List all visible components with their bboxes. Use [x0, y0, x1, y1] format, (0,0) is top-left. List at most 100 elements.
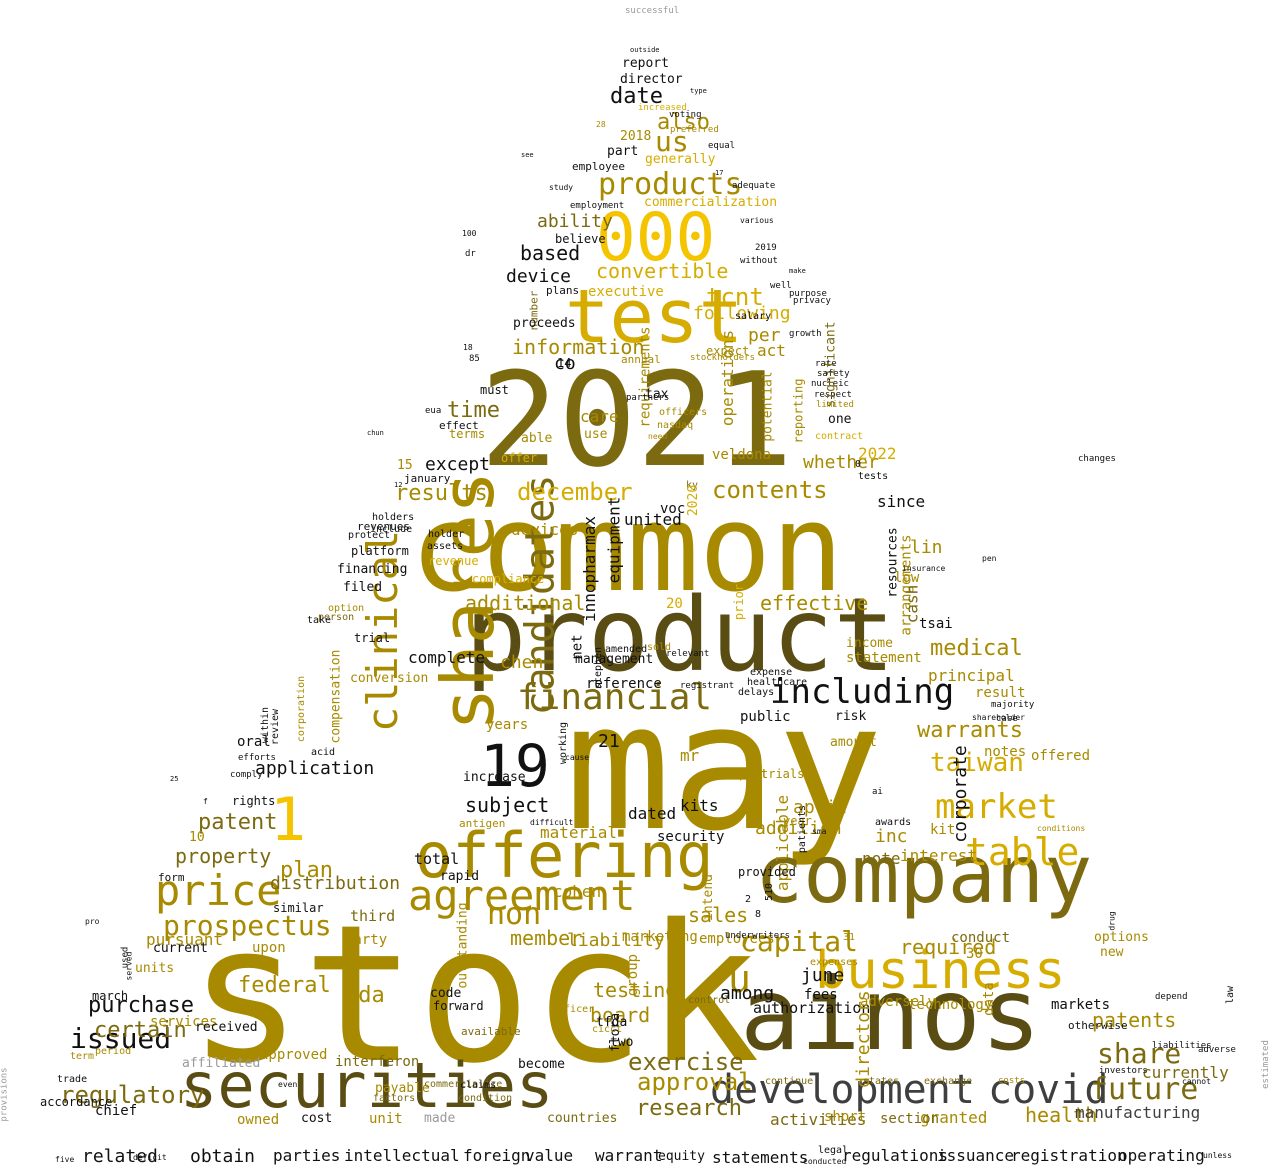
word-247: net: [569, 634, 586, 660]
word-212: period: [95, 1046, 132, 1057]
word-42: also: [657, 110, 710, 135]
word-224: made: [424, 1111, 456, 1126]
word-14: development: [710, 1067, 975, 1113]
word-222: owned: [237, 1112, 280, 1128]
word-70: related: [82, 1146, 158, 1167]
word-80: issuance: [937, 1146, 1015, 1165]
word-98: voting: [669, 110, 702, 120]
word-1: may: [565, 665, 883, 870]
word-205: upon: [252, 940, 286, 956]
word-160: co: [554, 353, 576, 374]
word-163: holders: [372, 512, 415, 523]
word-99: increased: [638, 103, 687, 113]
word-133: requirements: [637, 326, 654, 428]
word-303: group: [625, 953, 642, 997]
word-307: cicct: [592, 1024, 623, 1035]
word-275: trials: [761, 767, 805, 781]
word-197: application: [255, 758, 375, 779]
word-351: registrant: [680, 681, 735, 691]
word-174: devices: [511, 520, 579, 539]
word-45: warrants: [917, 718, 1023, 743]
word-338: used: [120, 946, 131, 969]
word-50: certain: [94, 1018, 187, 1043]
word-108: believe: [555, 232, 606, 246]
word-6: ainos: [740, 956, 1042, 1073]
word-300: offered: [1031, 748, 1091, 764]
word-202: similar: [273, 901, 324, 915]
word-8: securities: [180, 1049, 554, 1122]
word-179: equipment: [604, 496, 624, 584]
word-215: accordance: [40, 1095, 113, 1109]
word-33: approval: [637, 1068, 753, 1096]
word-329: 14: [557, 356, 572, 370]
word-308: granted: [920, 1108, 988, 1127]
word-122: rate: [815, 359, 837, 369]
word-143: since: [877, 492, 926, 511]
word-27: capital: [740, 925, 859, 958]
word-280: kit: [930, 822, 956, 838]
word-302: control: [688, 995, 731, 1006]
word-175: 20: [666, 596, 683, 612]
word-52: patent: [198, 810, 278, 835]
word-31: issued: [70, 1022, 172, 1055]
word-104: generally: [645, 152, 716, 167]
word-11: offering: [415, 819, 714, 892]
word-284: statement: [846, 650, 922, 666]
word-63: board: [590, 1003, 651, 1027]
word-156: january: [404, 472, 451, 485]
word-297: new: [1100, 945, 1124, 960]
word-116: well: [770, 281, 792, 291]
word-148: must: [480, 383, 509, 397]
word-55: time: [447, 398, 500, 423]
word-172: revenue: [428, 554, 479, 568]
word-115: act: [757, 341, 786, 360]
word-114: per: [748, 325, 781, 346]
word-84: conducted: [803, 1157, 847, 1166]
word-253: kits: [680, 796, 719, 815]
word-339: comply: [230, 770, 263, 780]
word-326: 12: [394, 481, 403, 489]
word-213: term: [70, 1051, 95, 1062]
word-15: covid: [988, 1067, 1109, 1113]
word-332: 100: [462, 229, 477, 238]
word-350: relevant: [666, 649, 710, 659]
word-245: reference: [586, 676, 662, 692]
word-240: total: [414, 850, 460, 868]
word-191: complete: [408, 648, 486, 667]
word-221: unit: [369, 1111, 403, 1127]
word-355: expense: [750, 667, 793, 678]
word-321: changes: [1078, 454, 1116, 464]
word-317: liabilities: [1152, 1041, 1212, 1051]
word-183: lin: [910, 537, 943, 558]
word-58: device: [506, 266, 572, 287]
word-126: limited: [816, 400, 854, 410]
word-140: 2022: [858, 444, 897, 463]
word-168: financing: [337, 562, 408, 577]
word-180: innopharmax: [579, 516, 599, 622]
word-356: difficult: [530, 818, 574, 827]
word-4: product: [465, 576, 895, 695]
word-203: third: [350, 907, 396, 925]
word-7: company: [755, 828, 1093, 921]
word-264: healthcare: [747, 677, 808, 688]
word-23: 19: [480, 732, 550, 800]
word-227: commercialize: [424, 1079, 503, 1090]
word-218: approved: [260, 1047, 328, 1063]
word-16: including: [770, 672, 955, 712]
word-352: delays: [738, 687, 775, 698]
word-267: 510: [764, 882, 776, 902]
word-288: conduct: [951, 930, 1011, 946]
word-62: testing: [593, 978, 678, 1002]
word-230: even: [278, 1080, 298, 1089]
word-44: taiwan: [930, 748, 1024, 778]
word-139: whether: [803, 452, 879, 473]
word-311: section: [880, 1111, 940, 1127]
word-74: foreign: [463, 1146, 531, 1165]
word-88: successful: [625, 6, 680, 16]
word-54: results: [395, 481, 488, 506]
word-17: financial: [517, 677, 713, 718]
word-186: tsai: [919, 616, 953, 632]
word-251: 21: [598, 731, 620, 752]
word-164: include: [370, 524, 413, 535]
word-77: equity: [658, 1149, 705, 1164]
